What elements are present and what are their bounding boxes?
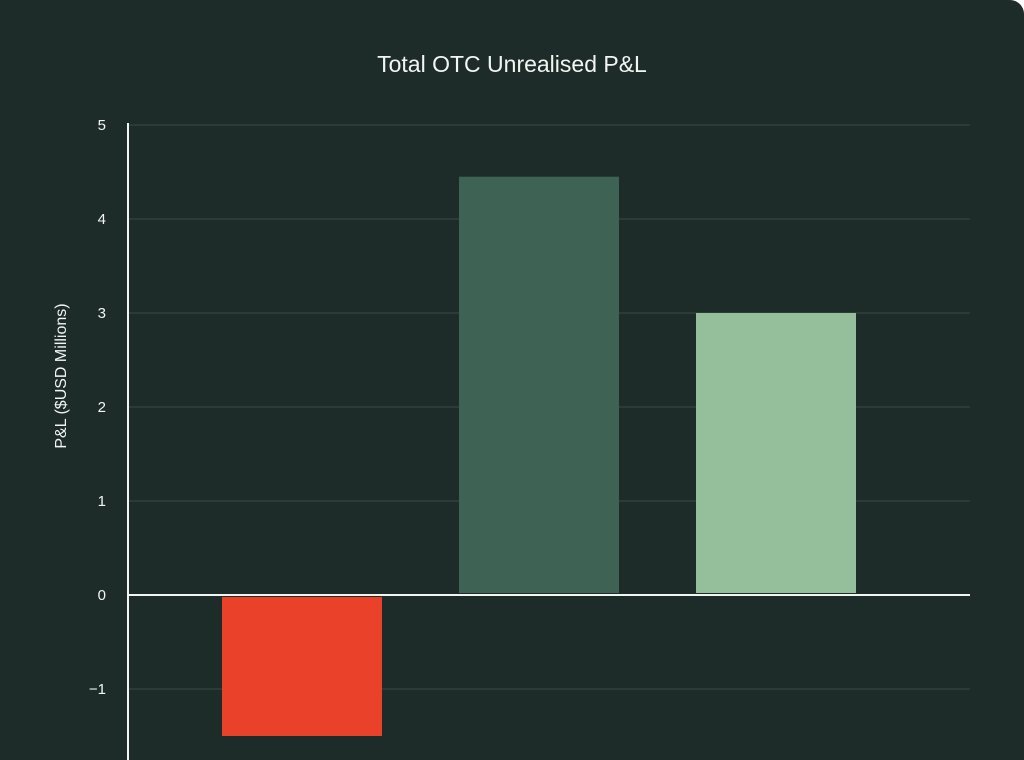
bar-2 (459, 176, 619, 593)
y-tick-label: 2 (98, 399, 106, 416)
y-tick-label: 5 (98, 117, 106, 134)
y-tick-label: 4 (98, 211, 106, 228)
y-tick-label: −1 (89, 681, 106, 698)
y-tick-label: 1 (98, 493, 106, 510)
bar-3 (696, 313, 856, 593)
y-tick-labels: −1 0 1 2 3 4 5 (89, 117, 106, 698)
bar-1 (222, 597, 382, 736)
y-axis-label: P&L ($USD Millions) (53, 303, 70, 448)
chart-title: Total OTC Unrealised P&L (377, 51, 647, 77)
y-tick-label: 3 (98, 305, 106, 322)
bars (222, 176, 856, 736)
y-tick-label: 0 (98, 587, 106, 604)
axes (127, 123, 970, 760)
